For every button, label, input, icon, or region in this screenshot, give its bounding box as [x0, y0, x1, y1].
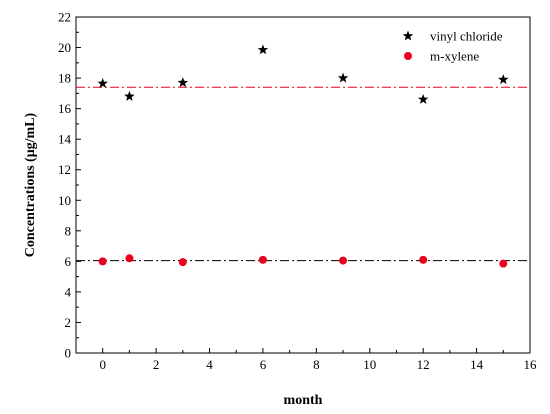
- data-point-circle: [419, 255, 428, 264]
- y-tick-label: 16: [58, 101, 72, 116]
- y-tick-label: 4: [65, 284, 72, 299]
- x-tick-label: 14: [470, 357, 484, 372]
- legend-marker-star: [402, 30, 414, 41]
- legend: vinyl chloride m-xylene: [402, 29, 503, 64]
- data-point-star: [498, 74, 509, 85]
- x-tick-label: 8: [313, 357, 320, 372]
- data-point-circle: [98, 257, 107, 266]
- y-tick-label: 20: [58, 40, 71, 55]
- x-tick-label: 0: [99, 357, 106, 372]
- data-points: [97, 44, 509, 268]
- y-tick-label: 12: [58, 162, 71, 177]
- plot-frame: [75, 16, 531, 354]
- data-point-star: [417, 93, 429, 104]
- y-tick-label: 0: [65, 346, 72, 361]
- x-tick-label: 6: [260, 357, 267, 372]
- y-tick-label: 14: [58, 132, 72, 147]
- data-point-star: [177, 77, 189, 88]
- y-tick-label: 22: [58, 10, 71, 25]
- data-point-star: [124, 90, 135, 101]
- data-point-circle: [339, 256, 348, 265]
- y-tick-label: 10: [58, 193, 71, 208]
- y-tick-label: 18: [58, 71, 71, 86]
- y-tick-label: 2: [65, 315, 72, 330]
- y-axis-title: Concentrations (μg/mL): [23, 112, 38, 257]
- data-point-circle: [258, 255, 267, 264]
- legend-marker-circle: [404, 52, 412, 60]
- legend-label: vinyl chloride: [430, 29, 503, 44]
- y-tick-label: 8: [65, 223, 72, 238]
- x-axis-title: month: [284, 393, 323, 408]
- reference-lines: [76, 86, 530, 262]
- x-axis-ticks: 0 2 4 6 8 10 12 14 16: [75, 348, 538, 372]
- x-tick-label: 10: [363, 357, 376, 372]
- x-tick-label: 2: [153, 357, 160, 372]
- x-tick-label: 12: [417, 357, 430, 372]
- y-tick-label: 6: [65, 254, 72, 269]
- data-point-circle: [499, 259, 508, 268]
- legend-label: m-xylene: [430, 49, 479, 64]
- x-tick-label: 16: [524, 357, 538, 372]
- data-point-star: [97, 77, 108, 88]
- y-axis-ticks: 0 2 4 6 8 10 12 14 16 18 20 22: [58, 10, 81, 361]
- data-point-star: [337, 72, 349, 83]
- data-point-circle: [178, 258, 187, 267]
- x-tick-label: 4: [206, 357, 213, 372]
- data-point-circle: [125, 254, 134, 263]
- data-point-star: [257, 44, 269, 55]
